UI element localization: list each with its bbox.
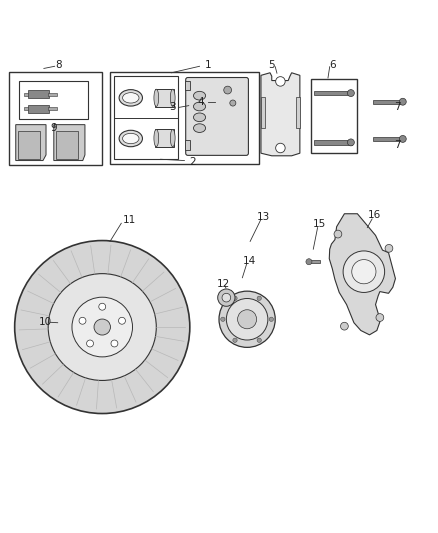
Text: 7: 7 (394, 102, 400, 112)
Circle shape (79, 317, 86, 324)
Circle shape (119, 317, 125, 324)
Ellipse shape (154, 89, 159, 107)
Bar (372, 100, 404, 104)
Text: 7: 7 (394, 140, 400, 150)
Circle shape (233, 338, 237, 342)
Bar (114, 76, 178, 159)
Circle shape (399, 98, 406, 105)
Ellipse shape (194, 102, 205, 111)
Text: 13: 13 (257, 212, 270, 222)
Circle shape (224, 86, 232, 94)
Bar (18, 131, 40, 159)
Circle shape (276, 143, 285, 153)
Bar (9, 72, 102, 165)
Text: 12: 12 (217, 279, 230, 289)
Bar (314, 140, 352, 144)
Bar (19, 80, 88, 119)
Ellipse shape (154, 130, 159, 147)
Ellipse shape (48, 273, 156, 381)
Circle shape (99, 303, 106, 310)
Circle shape (226, 298, 268, 340)
Circle shape (347, 139, 354, 146)
Circle shape (376, 313, 384, 321)
Circle shape (257, 296, 261, 301)
Ellipse shape (194, 113, 205, 122)
Ellipse shape (72, 297, 133, 357)
Circle shape (399, 135, 406, 142)
Bar (155, 89, 174, 107)
Text: 4: 4 (198, 97, 204, 107)
Ellipse shape (194, 91, 205, 100)
Text: 16: 16 (368, 211, 381, 221)
Text: 15: 15 (313, 219, 326, 229)
Bar (372, 137, 404, 141)
Circle shape (233, 296, 237, 301)
Circle shape (87, 340, 93, 347)
Bar (261, 97, 265, 128)
Circle shape (340, 322, 348, 330)
Ellipse shape (119, 90, 142, 106)
Bar (25, 93, 28, 96)
Bar (48, 107, 57, 110)
Bar (56, 131, 78, 159)
Text: 11: 11 (123, 215, 136, 225)
Polygon shape (54, 125, 85, 160)
Circle shape (276, 77, 285, 86)
Bar (311, 79, 357, 153)
Circle shape (111, 340, 118, 347)
Bar (307, 260, 320, 263)
Bar (28, 105, 49, 112)
Text: 3: 3 (170, 102, 176, 112)
Circle shape (343, 251, 385, 293)
Circle shape (222, 293, 231, 302)
Circle shape (352, 260, 376, 284)
Text: 10: 10 (39, 317, 52, 327)
Ellipse shape (119, 130, 142, 147)
Text: 9: 9 (50, 123, 57, 133)
Bar (48, 93, 57, 96)
Bar (185, 80, 191, 90)
Circle shape (221, 317, 225, 321)
Circle shape (219, 291, 275, 348)
Bar (28, 91, 49, 98)
Text: 5: 5 (268, 60, 275, 69)
Text: 2: 2 (190, 157, 196, 167)
Bar (25, 107, 28, 110)
FancyBboxPatch shape (186, 77, 248, 155)
Ellipse shape (170, 89, 175, 107)
Text: 14: 14 (243, 256, 256, 266)
Circle shape (237, 310, 257, 329)
Circle shape (230, 100, 236, 106)
Circle shape (385, 245, 393, 252)
Text: 6: 6 (329, 60, 336, 69)
Bar (314, 91, 352, 95)
Ellipse shape (123, 133, 139, 144)
Polygon shape (329, 214, 396, 335)
Text: 8: 8 (56, 60, 62, 70)
Polygon shape (261, 73, 300, 156)
Bar (297, 97, 300, 128)
Circle shape (218, 289, 235, 306)
Bar (155, 129, 174, 147)
Polygon shape (16, 125, 46, 160)
Ellipse shape (194, 124, 205, 132)
Ellipse shape (170, 130, 175, 147)
Bar (110, 72, 259, 164)
Text: 1: 1 (205, 60, 212, 69)
Bar (185, 140, 191, 150)
Ellipse shape (14, 240, 190, 414)
Circle shape (257, 338, 261, 342)
Ellipse shape (123, 93, 139, 103)
Circle shape (347, 90, 354, 96)
Circle shape (334, 230, 342, 238)
Ellipse shape (94, 319, 110, 335)
Circle shape (269, 317, 273, 321)
Circle shape (306, 259, 312, 265)
